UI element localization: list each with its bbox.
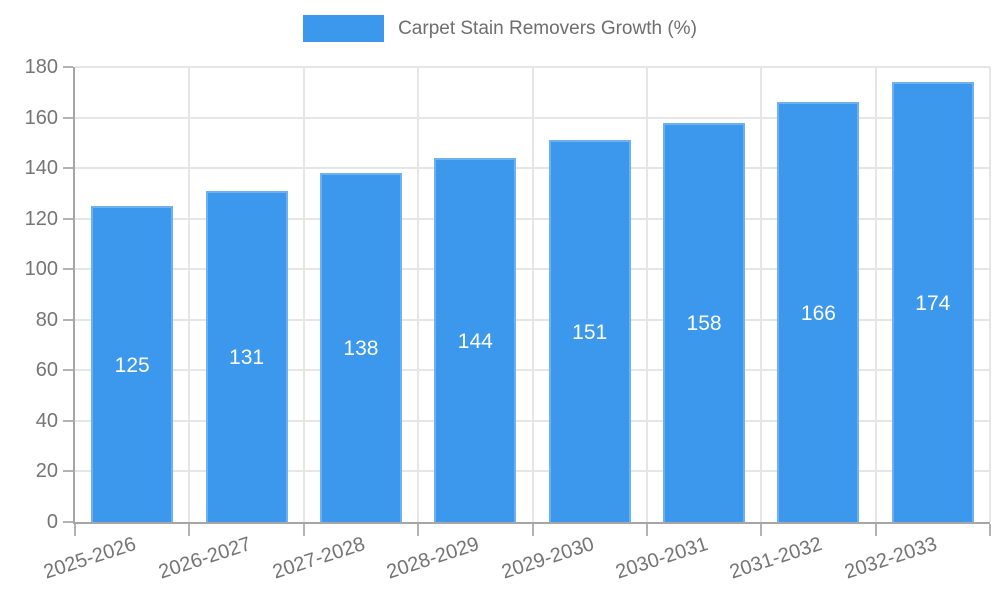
- plot-area: 125 131 138 144 151 158 166 174: [63, 66, 991, 536]
- bar-value-label: 138: [343, 337, 379, 361]
- chart-legend: Carpet Stain Removers Growth (%): [0, 15, 1000, 42]
- x-tick-mark: [989, 524, 991, 536]
- bar-2026-2027[interactable]: 131: [205, 190, 288, 522]
- x-gridline: [874, 67, 877, 522]
- x-tick-mark: [417, 524, 420, 536]
- x-gridline: [760, 67, 763, 522]
- x-tick-mark: [188, 524, 191, 536]
- y-tick-mark: [63, 116, 73, 119]
- x-gridline: [989, 67, 991, 522]
- bar-value-label: 158: [686, 311, 722, 335]
- bar-2027-2028[interactable]: 138: [319, 173, 402, 522]
- x-tick-mark: [531, 524, 534, 536]
- bar-value-label: 125: [114, 353, 150, 377]
- x-tick-mark: [302, 524, 305, 536]
- y-tick-mark: [63, 369, 73, 372]
- y-tick-mark: [63, 419, 73, 422]
- bar-2030-2031[interactable]: 158: [663, 122, 746, 522]
- bar-value-label: 131: [229, 345, 265, 369]
- y-tick-mark: [63, 167, 73, 170]
- bar-2025-2026[interactable]: 125: [91, 206, 174, 522]
- x-gridline: [188, 67, 191, 522]
- y-tick-mark: [63, 318, 73, 321]
- bar-2028-2029[interactable]: 144: [434, 158, 517, 522]
- y-axis-tick-label: 60: [35, 359, 58, 382]
- x-gridline: [417, 67, 420, 522]
- y-axis-tick-label: 0: [46, 511, 58, 533]
- bar-2029-2030[interactable]: 151: [548, 140, 631, 522]
- bar-value-label: 174: [915, 291, 951, 315]
- y-axis-tick-label: 40: [35, 409, 58, 432]
- y-tick-mark: [63, 521, 73, 523]
- y-tick-mark: [63, 217, 73, 220]
- x-gridline: [302, 67, 305, 522]
- x-tick-mark: [874, 524, 877, 536]
- bar-2032-2033[interactable]: 174: [891, 82, 974, 522]
- y-axis-tick-label: 120: [24, 207, 58, 230]
- bar-2031-2032[interactable]: 166: [777, 102, 860, 522]
- y-tick-mark: [63, 66, 73, 68]
- y-tick-mark: [63, 470, 73, 473]
- y-axis-tick-label: 140: [24, 157, 58, 180]
- x-gridline: [645, 67, 648, 522]
- bar-value-label: 144: [457, 329, 493, 353]
- bar-value-label: 166: [800, 301, 836, 325]
- y-axis-tick-label: 100: [24, 258, 58, 281]
- x-tick-mark: [74, 524, 76, 536]
- y-axis-tick-label: 20: [35, 460, 58, 483]
- x-gridline: [531, 67, 534, 522]
- x-tick-mark: [645, 524, 648, 536]
- legend-swatch[interactable]: [303, 15, 385, 42]
- bar-value-label: 151: [572, 320, 608, 344]
- y-axis-tick-label: 80: [35, 308, 58, 331]
- x-tick-mark: [760, 524, 763, 536]
- y-axis-tick-label: 160: [24, 106, 58, 129]
- y-axis-tick-label: 180: [24, 56, 58, 78]
- legend-label[interactable]: Carpet Stain Removers Growth (%): [398, 17, 697, 39]
- y-tick-mark: [63, 268, 73, 271]
